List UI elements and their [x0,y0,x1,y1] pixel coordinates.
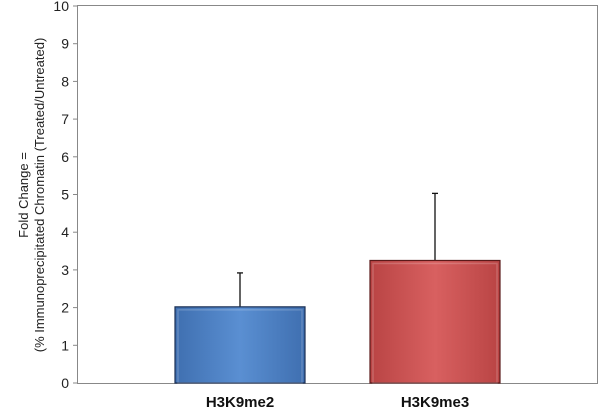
y-tick-label: 5 [61,187,69,203]
y-tick-label: 1 [61,337,69,353]
y-axis-title-line-2: (% Immunoprecipitated Chromatin (Treated… [32,38,47,353]
y-tick-label: 0 [61,375,69,391]
y-axis-title: Fold Change = (% Immunoprecipitated Chro… [16,38,47,353]
y-tick-label: 9 [61,36,69,52]
y-axis-title-line-1: Fold Change = [16,152,31,238]
bar-h3k9me2 [174,306,306,384]
bar-h3k9me3 [369,259,501,384]
y-tick-label: 3 [61,262,69,278]
y-tick-label: 4 [61,224,69,240]
y-tick-label: 2 [61,300,69,316]
category-label-h3k9me3: H3K9me3 [401,394,469,411]
category-label-h3k9me2: H3K9me2 [206,394,274,411]
y-tick-label: 6 [61,149,69,165]
plot-area [77,5,598,384]
y-tick-label: 10 [53,0,69,14]
category-labels: H3K9me2 H3K9me3 [206,394,469,411]
y-axis-ticks: 0 1 2 3 4 5 6 7 8 9 10 [53,0,78,391]
y-tick-label: 7 [61,111,69,127]
bar-bevel-h3k9me3 [372,262,498,384]
bar-bevel-h3k9me2 [177,309,303,384]
error-bars [237,192,438,307]
y-tick-label: 8 [61,73,69,89]
bars [174,259,501,384]
